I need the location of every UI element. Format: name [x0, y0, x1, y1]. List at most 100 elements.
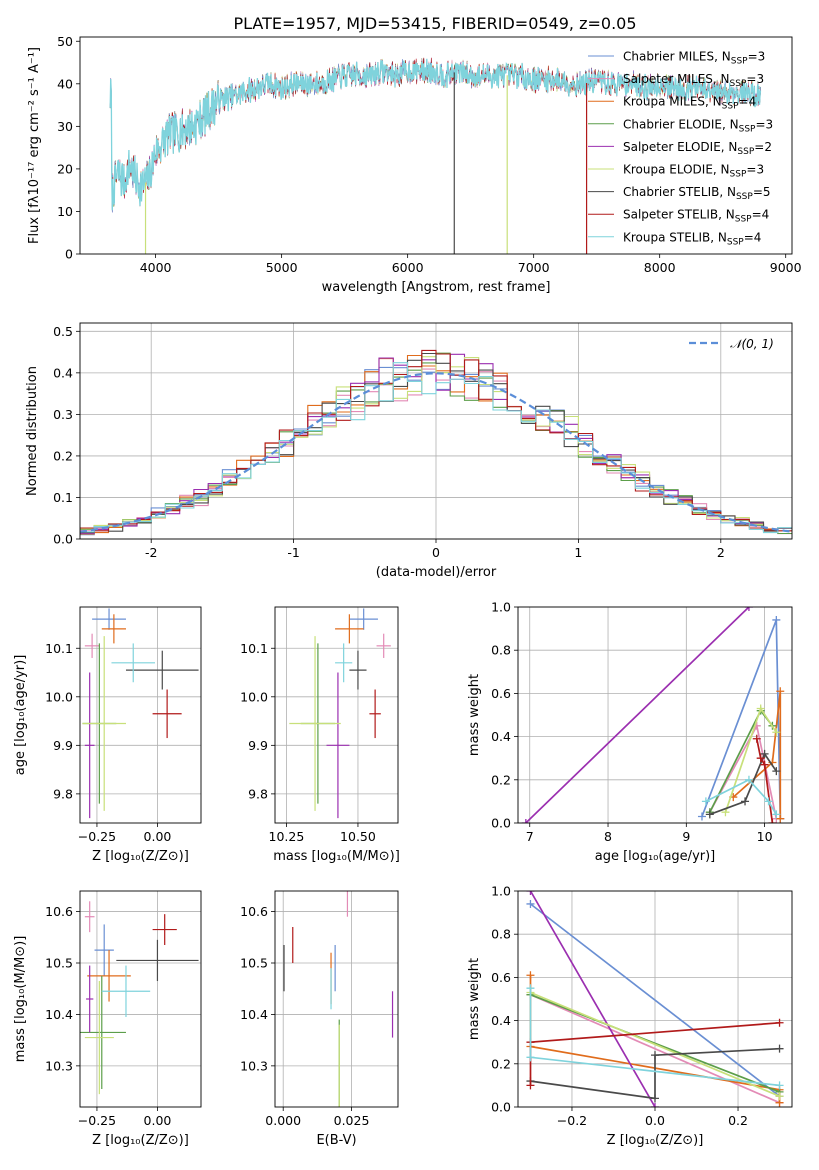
weight-point-chabrier_miles	[697, 812, 706, 821]
y-tick-label: 10.3	[45, 1058, 73, 1073]
x-tick-label: 1	[574, 545, 582, 560]
legend-label: Chabrier STELIB, NSSP=5	[623, 185, 771, 202]
y-tick-label: 0.0	[491, 816, 511, 831]
weight-point-kroupa_stelib	[526, 1053, 535, 1062]
y-tick-label: 9.8	[53, 786, 73, 801]
weight-point-chabrier_stelib	[760, 749, 769, 758]
mass-vs-extinction-panel: 0.000 0.025 10.3 10.4 10.5 10.6 E(B-V)	[240, 890, 399, 1148]
weight-line-kroupa_stelib	[705, 778, 778, 815]
y-tick-label: 0.8	[491, 643, 511, 658]
y-axis-label: mass weight	[467, 958, 482, 1040]
weight-point-kroupa_miles	[776, 687, 785, 696]
y-tick-label: 0.2	[491, 1056, 511, 1071]
weight-point-salpeter_elodie	[744, 607, 753, 611]
x-tick-label: 0.025	[334, 1113, 370, 1128]
weight-point-salpeter_elodie	[521, 819, 530, 823]
y-tick-label: 0.4	[491, 1013, 511, 1028]
x-tick-label: 0.000	[265, 1113, 301, 1128]
y-tick-label: 10.6	[240, 904, 268, 919]
weight-line-chabrier_miles	[529, 903, 781, 1097]
y-axis-label: Normed distribution	[25, 366, 40, 496]
weight-point-salpeter_stelib	[775, 1018, 784, 1027]
x-tick-label: 5000	[266, 260, 298, 275]
histogram-kroupa_elodie	[80, 356, 792, 532]
y-tick-label: 0.6	[491, 970, 511, 985]
x-axis-label: Z [log₁₀(Z/Z⊙)]	[92, 849, 189, 864]
histogram-chabrier_stelib	[80, 352, 792, 534]
plot-area	[521, 607, 785, 823]
mass-vs-metallicity-panel: −0.25 0.00 10.3 10.4 10.5 10.6 Z [log₁₀(Z/Z⊙)]…	[13, 890, 202, 1148]
x-tick-label: 9	[682, 829, 690, 844]
y-tick-label: 0.5	[53, 324, 73, 339]
x-axis-label: Z [log₁₀(Z/Z⊙)]	[92, 1133, 189, 1148]
y-tick-label: 40	[57, 76, 73, 91]
y-tick-label: 1.0	[491, 884, 511, 899]
y-tick-label: 9.9	[53, 738, 73, 753]
y-tick-label: 0	[65, 247, 73, 262]
axes-frame	[79, 36, 793, 255]
age-vs-mass-panel: 10.25 10.50 9.8 9.9 10.0 10.1 mass [log₁₀(M/M⊙…	[240, 606, 400, 864]
plot-area	[82, 608, 199, 819]
axes-frame	[79, 606, 202, 824]
weight-point-chabrier_stelib	[705, 810, 714, 819]
x-tick-label: 4000	[140, 260, 172, 275]
weight-point-kroupa_stelib	[775, 1081, 784, 1090]
plot-area	[80, 901, 199, 1095]
y-tick-label: 10.3	[240, 1058, 268, 1073]
legend-label: Salpeter STELIB, NSSP=4	[623, 208, 769, 225]
weight-point-kroupa_stelib	[764, 797, 773, 806]
y-tick-label: 10.6	[45, 904, 73, 919]
x-tick-label: 2	[717, 545, 725, 560]
y-tick-label: 50	[57, 34, 73, 49]
plot-area	[526, 891, 784, 1107]
y-tick-label: 0.2	[491, 772, 511, 787]
x-tick-label: −0.2	[557, 1113, 587, 1128]
y-tick-label: 10.4	[45, 1007, 73, 1022]
legend: Chabrier MILES, NSSP=3 Salpeter MILES, NS…	[588, 50, 773, 247]
legend-label: Salpeter ELODIE, NSSP=2	[623, 140, 772, 157]
axes-frame	[517, 606, 793, 824]
axes-frame	[517, 890, 793, 1108]
y-axis-label: Flux [fλ10⁻¹⁷ erg cm⁻² s⁻¹ A⁻¹]	[27, 47, 42, 244]
weight-point-kroupa_miles	[776, 814, 785, 823]
weight-point-salpeter_stelib	[760, 760, 769, 769]
x-tick-label: 8	[604, 829, 612, 844]
axes-frame	[274, 890, 399, 1108]
x-tick-label: 8000	[644, 260, 676, 275]
spectrum-panel: 4000 5000 6000 7000 8000 9000 0 10 20 30 40 50 wavel…	[27, 34, 802, 295]
x-axis-label: (data-model)/error	[376, 565, 497, 580]
weight-point-chabrier_stelib	[651, 1051, 659, 1060]
legend-label: Kroupa STELIB, NSSP=4	[623, 230, 761, 247]
weight-point-kroupa_stelib	[526, 984, 535, 993]
plot-area	[109, 57, 762, 254]
weight-point-salpeter_stelib	[752, 734, 761, 743]
legend-label: Chabrier MILES, NSSP=3	[623, 50, 765, 67]
y-tick-label: 0.1	[53, 490, 73, 505]
x-tick-label: 0.00	[144, 1113, 172, 1128]
plot-area	[80, 349, 792, 536]
spectrum-line-kroupa_stelib	[109, 58, 762, 211]
legend-label: Chabrier ELODIE, NSSP=3	[623, 117, 773, 134]
weight-point-salpeter_elodie	[526, 891, 535, 895]
x-tick-label: −0.25	[78, 829, 116, 844]
weight-point-chabrier_stelib	[741, 797, 750, 806]
weight-point-chabrier_stelib	[651, 1094, 659, 1103]
x-tick-label: 10	[757, 829, 773, 844]
weight-point-kroupa_elodie	[775, 1092, 784, 1101]
y-tick-label: 10.1	[45, 641, 73, 656]
y-tick-label: 10.0	[45, 689, 73, 704]
y-tick-label: 10	[57, 204, 73, 219]
weight-line-chabrier_stelib	[709, 752, 778, 816]
weight-point-chabrier_miles	[772, 615, 781, 624]
x-tick-label: 0.00	[144, 829, 172, 844]
y-axis-label: age [log₁₀(age/yr)]	[13, 655, 28, 776]
histogram-salpeter_elodie	[80, 353, 792, 534]
axes-frame	[79, 322, 793, 540]
x-tick-label: 7000	[518, 260, 550, 275]
weight-point-salpeter_stelib	[756, 754, 765, 763]
weight-point-kroupa_elodie	[756, 704, 765, 713]
y-tick-label: 0.0	[491, 1100, 511, 1115]
x-tick-label: -2	[145, 545, 157, 560]
y-tick-label: 0.4	[53, 365, 73, 380]
